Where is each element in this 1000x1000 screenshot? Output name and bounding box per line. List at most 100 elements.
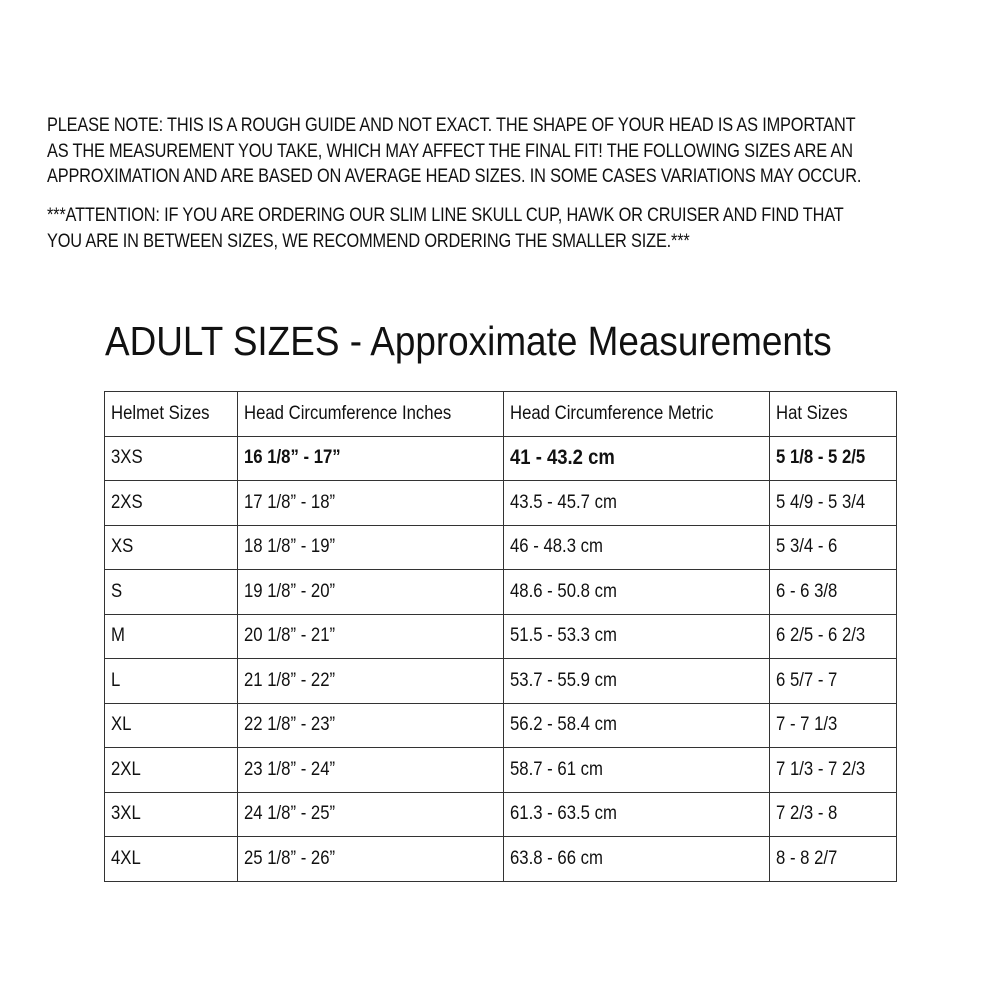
cell-text: 16 1/8” - 17”	[244, 447, 341, 469]
cell-text: 22 1/8” - 23”	[244, 714, 336, 736]
cell-text: 51.5 - 53.3 cm	[510, 625, 617, 647]
table-cell: 20 1/8” - 21”	[237, 613, 504, 659]
cell-text: 4XL	[111, 847, 141, 869]
cell-text: 17 1/8” - 18”	[244, 491, 336, 513]
cell-text: 3XL	[111, 803, 141, 825]
table-row: 3XL 24 1/8” - 25” 61.3 - 63.5 cm 7 2/3 - 8	[104, 791, 897, 837]
table-cell: 63.8 - 66 cm	[503, 836, 770, 882]
table-cell: 53.7 - 55.9 cm	[503, 658, 770, 704]
table-row: 2XS 17 1/8” - 18” 43.5 - 45.7 cm 5 4/9 - 5 …	[104, 480, 897, 526]
cell-text: Helmet Sizes	[111, 402, 210, 424]
cell-text: Head Circumference Inches	[244, 402, 452, 424]
table-cell: 58.7 - 61 cm	[503, 747, 770, 793]
cell-text: 5 4/9 - 5 3/4	[776, 491, 866, 513]
cell-text: 56.2 - 58.4 cm	[510, 714, 617, 736]
column-header: Hat Sizes	[769, 391, 897, 437]
table-row: XS 18 1/8” - 19” 46 - 48.3 cm 5 3/4 - 6	[104, 524, 897, 570]
table-cell: 5 1/8 - 5 2/5	[769, 435, 897, 481]
table-cell: 21 1/8” - 22”	[237, 658, 504, 704]
cell-text: 8 - 8 2/7	[776, 847, 838, 869]
table-row: 3XS 16 1/8” - 17” 41 - 43.2 cm 5 1/8 - 5 2/…	[104, 435, 897, 481]
table-cell: 25 1/8” - 26”	[237, 836, 504, 882]
table-cell: 43.5 - 45.7 cm	[503, 480, 770, 526]
note-line: PLEASE NOTE: THIS IS A ROUGH GUIDE AND N…	[47, 115, 856, 136]
note-line: AS THE MEASUREMENT YOU TAKE, WHICH MAY A…	[47, 141, 853, 162]
cell-text: 63.8 - 66 cm	[510, 847, 603, 869]
cell-text: 48.6 - 50.8 cm	[510, 580, 617, 602]
note-line: APPROXIMATION AND ARE BASED ON AVERAGE H…	[47, 166, 862, 187]
cell-text: L	[111, 669, 121, 691]
table-row: S 19 1/8” - 20” 48.6 - 50.8 cm 6 - 6 3/8	[104, 569, 897, 615]
table-cell: 6 2/5 - 6 2/3	[769, 613, 897, 659]
cell-text: 23 1/8” - 24”	[244, 758, 336, 780]
table-row: 4XL 25 1/8” - 26” 63.8 - 66 cm 8 - 8 2/7	[104, 836, 897, 882]
cell-text: 25 1/8” - 26”	[244, 847, 336, 869]
column-header: Head Circumference Inches	[237, 391, 504, 437]
table-cell: 19 1/8” - 20”	[237, 569, 504, 615]
table-cell: XL	[104, 702, 238, 748]
column-header: Helmet Sizes	[104, 391, 238, 437]
table-cell: 22 1/8” - 23”	[237, 702, 504, 748]
cell-text: 5 3/4 - 6	[776, 536, 838, 558]
column-header: Head Circumference Metric	[503, 391, 770, 437]
cell-text: 21 1/8” - 22”	[244, 669, 336, 691]
cell-text: M	[111, 625, 125, 647]
cell-text: S	[111, 580, 123, 602]
table-cell: 23 1/8” - 24”	[237, 747, 504, 793]
cell-text: 58.7 - 61 cm	[510, 758, 603, 780]
cell-text: Head Circumference Metric	[510, 402, 714, 424]
table-cell: L	[104, 658, 238, 704]
table-cell: 51.5 - 53.3 cm	[503, 613, 770, 659]
table-cell: 24 1/8” - 25”	[237, 791, 504, 837]
cell-text: 3XS	[111, 447, 143, 469]
cell-text: 53.7 - 55.9 cm	[510, 669, 617, 691]
cell-text: 61.3 - 63.5 cm	[510, 803, 617, 825]
size-table: Helmet Sizes Head Circumference Inches Hea…	[104, 391, 897, 882]
table-cell: 41 - 43.2 cm	[503, 435, 770, 481]
table-cell: 2XS	[104, 480, 238, 526]
table-row: 2XL 23 1/8” - 24” 58.7 - 61 cm 7 1/3 - 7 2/…	[104, 747, 897, 793]
table-cell: 48.6 - 50.8 cm	[503, 569, 770, 615]
table-cell: 7 - 7 1/3	[769, 702, 897, 748]
table-cell: 16 1/8” - 17”	[237, 435, 504, 481]
cell-text: 6 2/5 - 6 2/3	[776, 625, 866, 647]
cell-text: 24 1/8” - 25”	[244, 803, 336, 825]
cell-text: 2XL	[111, 758, 141, 780]
cell-text: 5 1/8 - 5 2/5	[776, 447, 866, 469]
table-cell: 7 2/3 - 8	[769, 791, 897, 837]
cell-text: 7 1/3 - 7 2/3	[776, 758, 866, 780]
cell-text: 20 1/8” - 21”	[244, 625, 336, 647]
table-cell: 6 - 6 3/8	[769, 569, 897, 615]
table-cell: 7 1/3 - 7 2/3	[769, 747, 897, 793]
table-cell: 5 4/9 - 5 3/4	[769, 480, 897, 526]
table-header-row: Helmet Sizes Head Circumference Inches Hea…	[104, 391, 897, 437]
cell-text: 18 1/8” - 19”	[244, 536, 336, 558]
table-cell: 3XL	[104, 791, 238, 837]
table-row: L 21 1/8” - 22” 53.7 - 55.9 cm 6 5/7 - 7	[104, 658, 897, 704]
table-cell: 17 1/8” - 18”	[237, 480, 504, 526]
cell-text: 19 1/8” - 20”	[244, 580, 336, 602]
table-row: XL 22 1/8” - 23” 56.2 - 58.4 cm 7 - 7 1/3	[104, 702, 897, 748]
table-cell: XS	[104, 524, 238, 570]
cell-text: 6 - 6 3/8	[776, 580, 838, 602]
cell-text: 43.5 - 45.7 cm	[510, 491, 617, 513]
cell-text: XS	[111, 536, 134, 558]
cell-text: 41 - 43.2 cm	[510, 446, 615, 470]
table-cell: 5 3/4 - 6	[769, 524, 897, 570]
table-cell: 3XS	[104, 435, 238, 481]
page-title: ADULT SIZES - Approximate Measurements	[105, 318, 832, 364]
cell-text: 7 2/3 - 8	[776, 803, 838, 825]
table-cell: 61.3 - 63.5 cm	[503, 791, 770, 837]
table-row: M 20 1/8” - 21” 51.5 - 53.3 cm 6 2/5 - 6 2/…	[104, 613, 897, 659]
cell-text: 2XS	[111, 491, 143, 513]
table-cell: 46 - 48.3 cm	[503, 524, 770, 570]
cell-text: 7 - 7 1/3	[776, 714, 838, 736]
table-cell: S	[104, 569, 238, 615]
cell-text: XL	[111, 714, 132, 736]
attention-line: ***ATTENTION: IF YOU ARE ORDERING OUR SL…	[47, 205, 844, 226]
attention-line: YOU ARE IN BETWEEN SIZES, WE RECOMMEND O…	[47, 231, 690, 252]
cell-text: 46 - 48.3 cm	[510, 536, 603, 558]
table-cell: 2XL	[104, 747, 238, 793]
cell-text: Hat Sizes	[776, 402, 848, 424]
table-cell: 8 - 8 2/7	[769, 836, 897, 882]
